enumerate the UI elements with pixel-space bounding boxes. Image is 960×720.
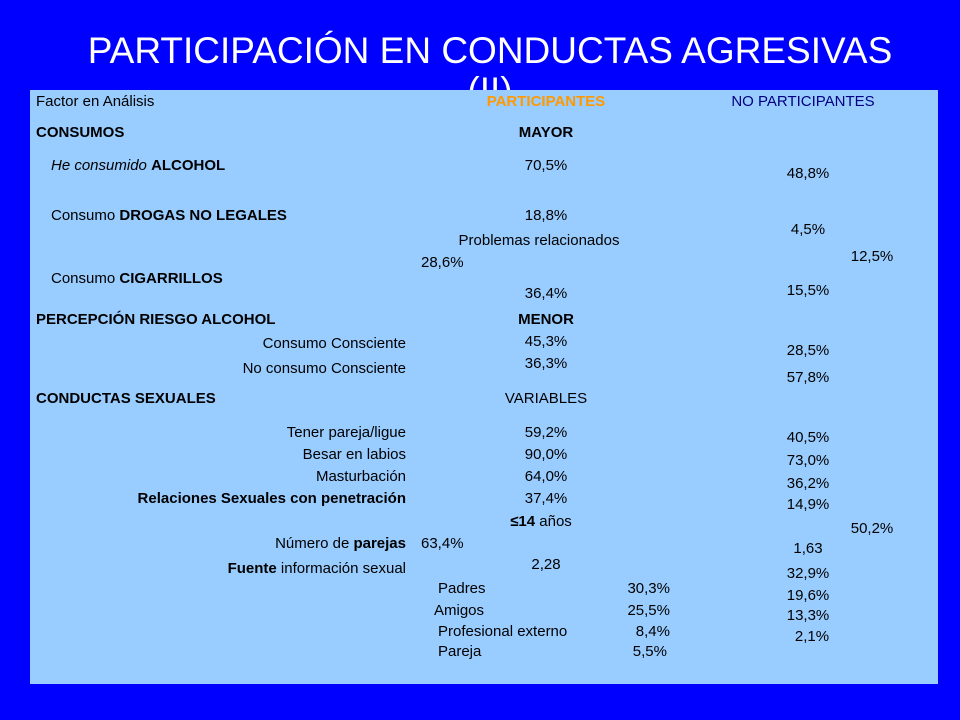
- fuente-item-label: Amigos: [434, 602, 485, 619]
- drogas-participantes: 18,8%: [524, 207, 568, 224]
- section-riesgo: PERCEPCIÓN RIESGO ALCOHOL: [36, 311, 276, 328]
- consumos-tendency: MAYOR: [518, 124, 574, 141]
- edad-no-participantes: 50,2%: [850, 520, 894, 537]
- consciente-no-participantes: 28,5%: [786, 342, 830, 359]
- header-no-participantes: NO PARTICIPANTES: [731, 93, 875, 110]
- edad-label: ≤14 años: [510, 513, 572, 530]
- problemas-label: Problemas relacionados: [458, 232, 620, 249]
- sexuales-tendency: VARIABLES: [504, 390, 588, 407]
- pareja-label: Tener pareja/ligue: [286, 424, 406, 441]
- edad-participantes: 63,4%: [421, 535, 464, 552]
- consciente-label: Consumo Consciente: [262, 335, 406, 352]
- fuente-item-participantes: 8,4%: [635, 623, 670, 640]
- masturbacion-no-participantes: 36,2%: [786, 475, 830, 492]
- besar-no-participantes: 73,0%: [786, 452, 830, 469]
- alcohol-no-participantes: 48,8%: [786, 165, 830, 182]
- fuente-item-label: Profesional externo: [438, 623, 568, 640]
- header-factor: Factor en Análisis: [36, 93, 155, 110]
- masturbacion-label: Masturbación: [315, 468, 406, 485]
- num-parejas-participantes: 2,28: [531, 556, 561, 573]
- cigarrillos-no-participantes: 15,5%: [786, 282, 830, 299]
- fuente-item-no-participantes: 32,9%: [786, 565, 830, 582]
- section-sexuales: CONDUCTAS SEXUALES: [36, 390, 216, 407]
- relaciones-label: Relaciones Sexuales con penetración: [137, 490, 406, 507]
- table-panel: Factor en Análisis PARTICIPANTES NO PART…: [30, 90, 938, 684]
- besar-participantes: 90,0%: [524, 446, 568, 463]
- fuente-item-label: Pareja: [438, 643, 482, 660]
- problemas-participantes: 28,6%: [421, 254, 464, 271]
- fuente-item-no-participantes: 13,3%: [786, 607, 830, 624]
- fuente-label: Fuente información sexual: [227, 560, 406, 577]
- riesgo-tendency: MENOR: [518, 311, 574, 328]
- section-consumos: CONSUMOS: [36, 124, 125, 141]
- besar-label: Besar en labios: [302, 446, 406, 463]
- problemas-no-participantes: 12,5%: [850, 248, 894, 265]
- row-cigarrillos-label: Consumo CIGARRILLOS: [51, 270, 223, 287]
- consciente-participantes: 45,3%: [524, 333, 568, 350]
- fuente-item-participantes: 5,5%: [632, 643, 667, 660]
- cigarrillos-participantes: 36,4%: [524, 285, 568, 302]
- fuente-item-participantes: 30,3%: [627, 580, 670, 597]
- num-parejas-no-participantes: 1,63: [793, 540, 823, 557]
- pareja-participantes: 59,2%: [524, 424, 568, 441]
- fuente-item-participantes: 25,5%: [627, 602, 670, 619]
- no-consciente-label: No consumo Consciente: [242, 360, 406, 377]
- num-parejas-label: Número de parejas: [275, 535, 406, 552]
- fuente-item-no-participantes: 19,6%: [786, 587, 830, 604]
- alcohol-participantes: 70,5%: [524, 157, 568, 174]
- relaciones-participantes: 37,4%: [524, 490, 568, 507]
- row-alcohol-label: He consumido ALCOHOL: [51, 157, 226, 174]
- no-consciente-no-participantes: 57,8%: [786, 369, 830, 386]
- no-consciente-participantes: 36,3%: [524, 355, 568, 372]
- row-drogas-label: Consumo DROGAS NO LEGALES: [51, 207, 287, 224]
- pareja-no-participantes: 40,5%: [786, 429, 830, 446]
- fuente-item-label: Padres: [438, 580, 486, 597]
- slide-title: PARTICIPACIÓN EN CONDUCTAS AGRESIVAS: [87, 30, 893, 71]
- masturbacion-participantes: 64,0%: [524, 468, 568, 485]
- header-participantes: PARTICIPANTES: [486, 93, 606, 110]
- drogas-no-participantes: 4,5%: [790, 221, 826, 238]
- relaciones-no-participantes: 14,9%: [786, 496, 830, 513]
- fuente-item-no-participantes: 2,1%: [794, 628, 830, 645]
